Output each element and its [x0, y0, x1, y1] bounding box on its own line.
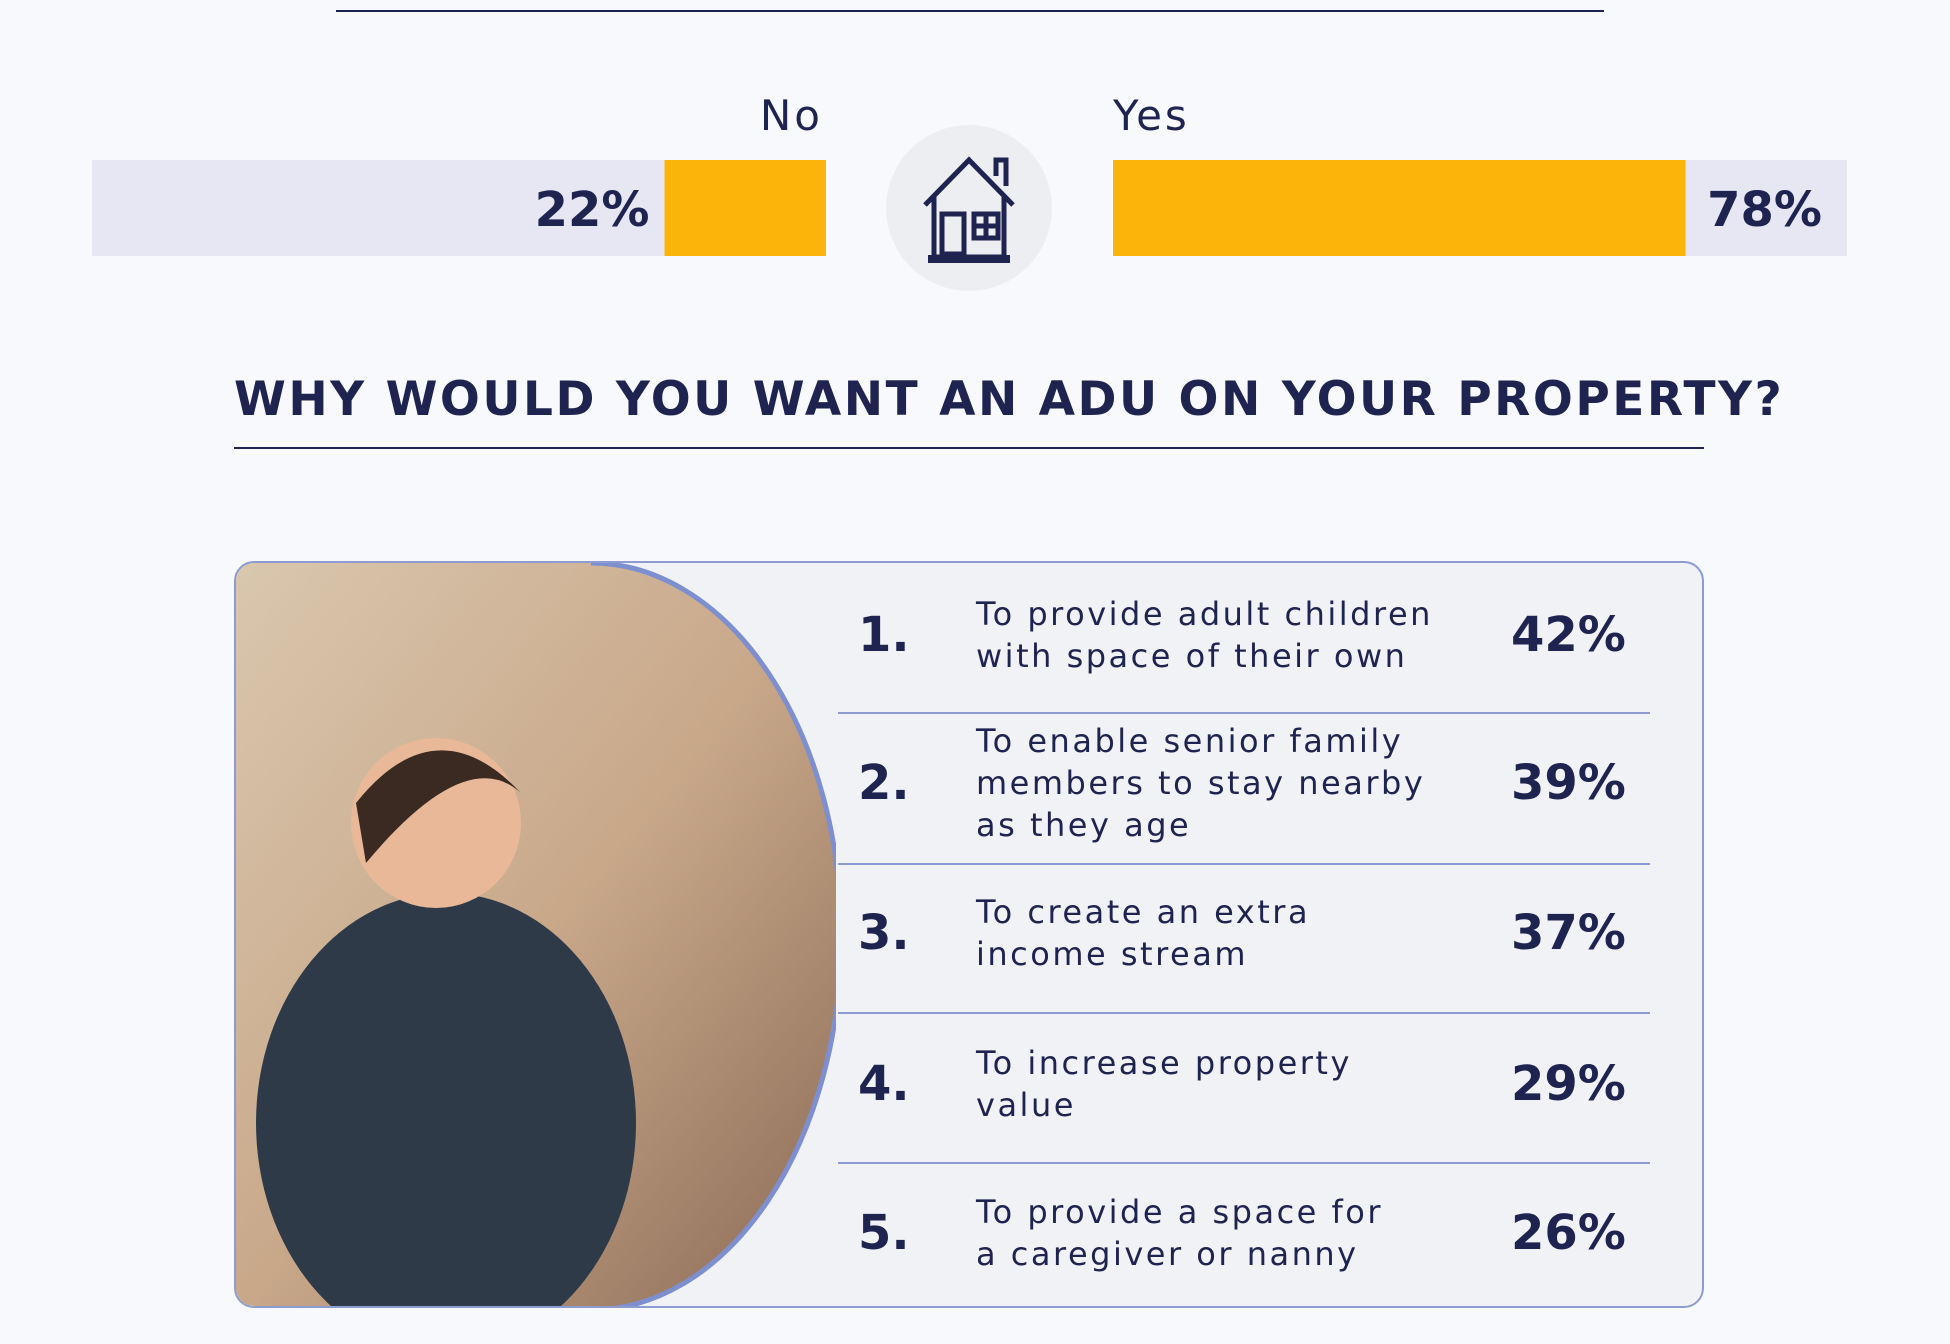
reason-text: members to stay nearby — [976, 764, 1426, 802]
title-rule — [234, 447, 1704, 449]
bar — [1113, 160, 1686, 256]
top-rule — [336, 10, 1604, 12]
percent: 37% — [1511, 905, 1626, 961]
rank: 3. — [858, 905, 910, 961]
photo — [236, 563, 836, 1306]
reason-text: value — [976, 1086, 1076, 1124]
percent: 39% — [1511, 755, 1626, 811]
rank: 1. — [858, 607, 910, 663]
reason-text: To provide a space for — [976, 1193, 1384, 1231]
reason-text: To enable senior family — [976, 722, 1404, 760]
percent: 26% — [1511, 1205, 1626, 1261]
row-divider — [838, 863, 1650, 865]
row-divider — [838, 712, 1650, 714]
bar — [664, 160, 826, 256]
row-divider — [838, 1162, 1650, 1164]
value-label: 78% — [1707, 182, 1822, 238]
reason-text: with space of their own — [976, 637, 1408, 675]
icon-circle — [886, 125, 1052, 291]
reason-text: To provide adult children — [976, 595, 1433, 633]
row-divider — [838, 1012, 1650, 1014]
percent: 29% — [1511, 1056, 1626, 1112]
reason-text: as they age — [976, 806, 1192, 844]
reason-text: To create an extra — [976, 893, 1311, 931]
reason-text: a caregiver or nanny — [976, 1235, 1359, 1273]
reason-text: To increase property — [976, 1044, 1352, 1082]
percent: 42% — [1511, 607, 1626, 663]
house-icon — [923, 156, 1015, 263]
section-title: WHY WOULD YOU WANT AN ADU ON YOUR PROPER… — [234, 372, 1785, 427]
bar-label: No — [760, 91, 823, 140]
rank: 5. — [858, 1205, 910, 1261]
bar-label: Yes — [1112, 91, 1190, 140]
poll-chart: No 22% Yes 78% — [92, 91, 1847, 291]
reasons-card: 1. To provide adult children with space of… — [234, 561, 1704, 1308]
rank: 4. — [858, 1056, 910, 1112]
reason-text: income stream — [976, 935, 1249, 973]
rank: 2. — [858, 755, 910, 811]
value-label: 22% — [535, 182, 650, 238]
